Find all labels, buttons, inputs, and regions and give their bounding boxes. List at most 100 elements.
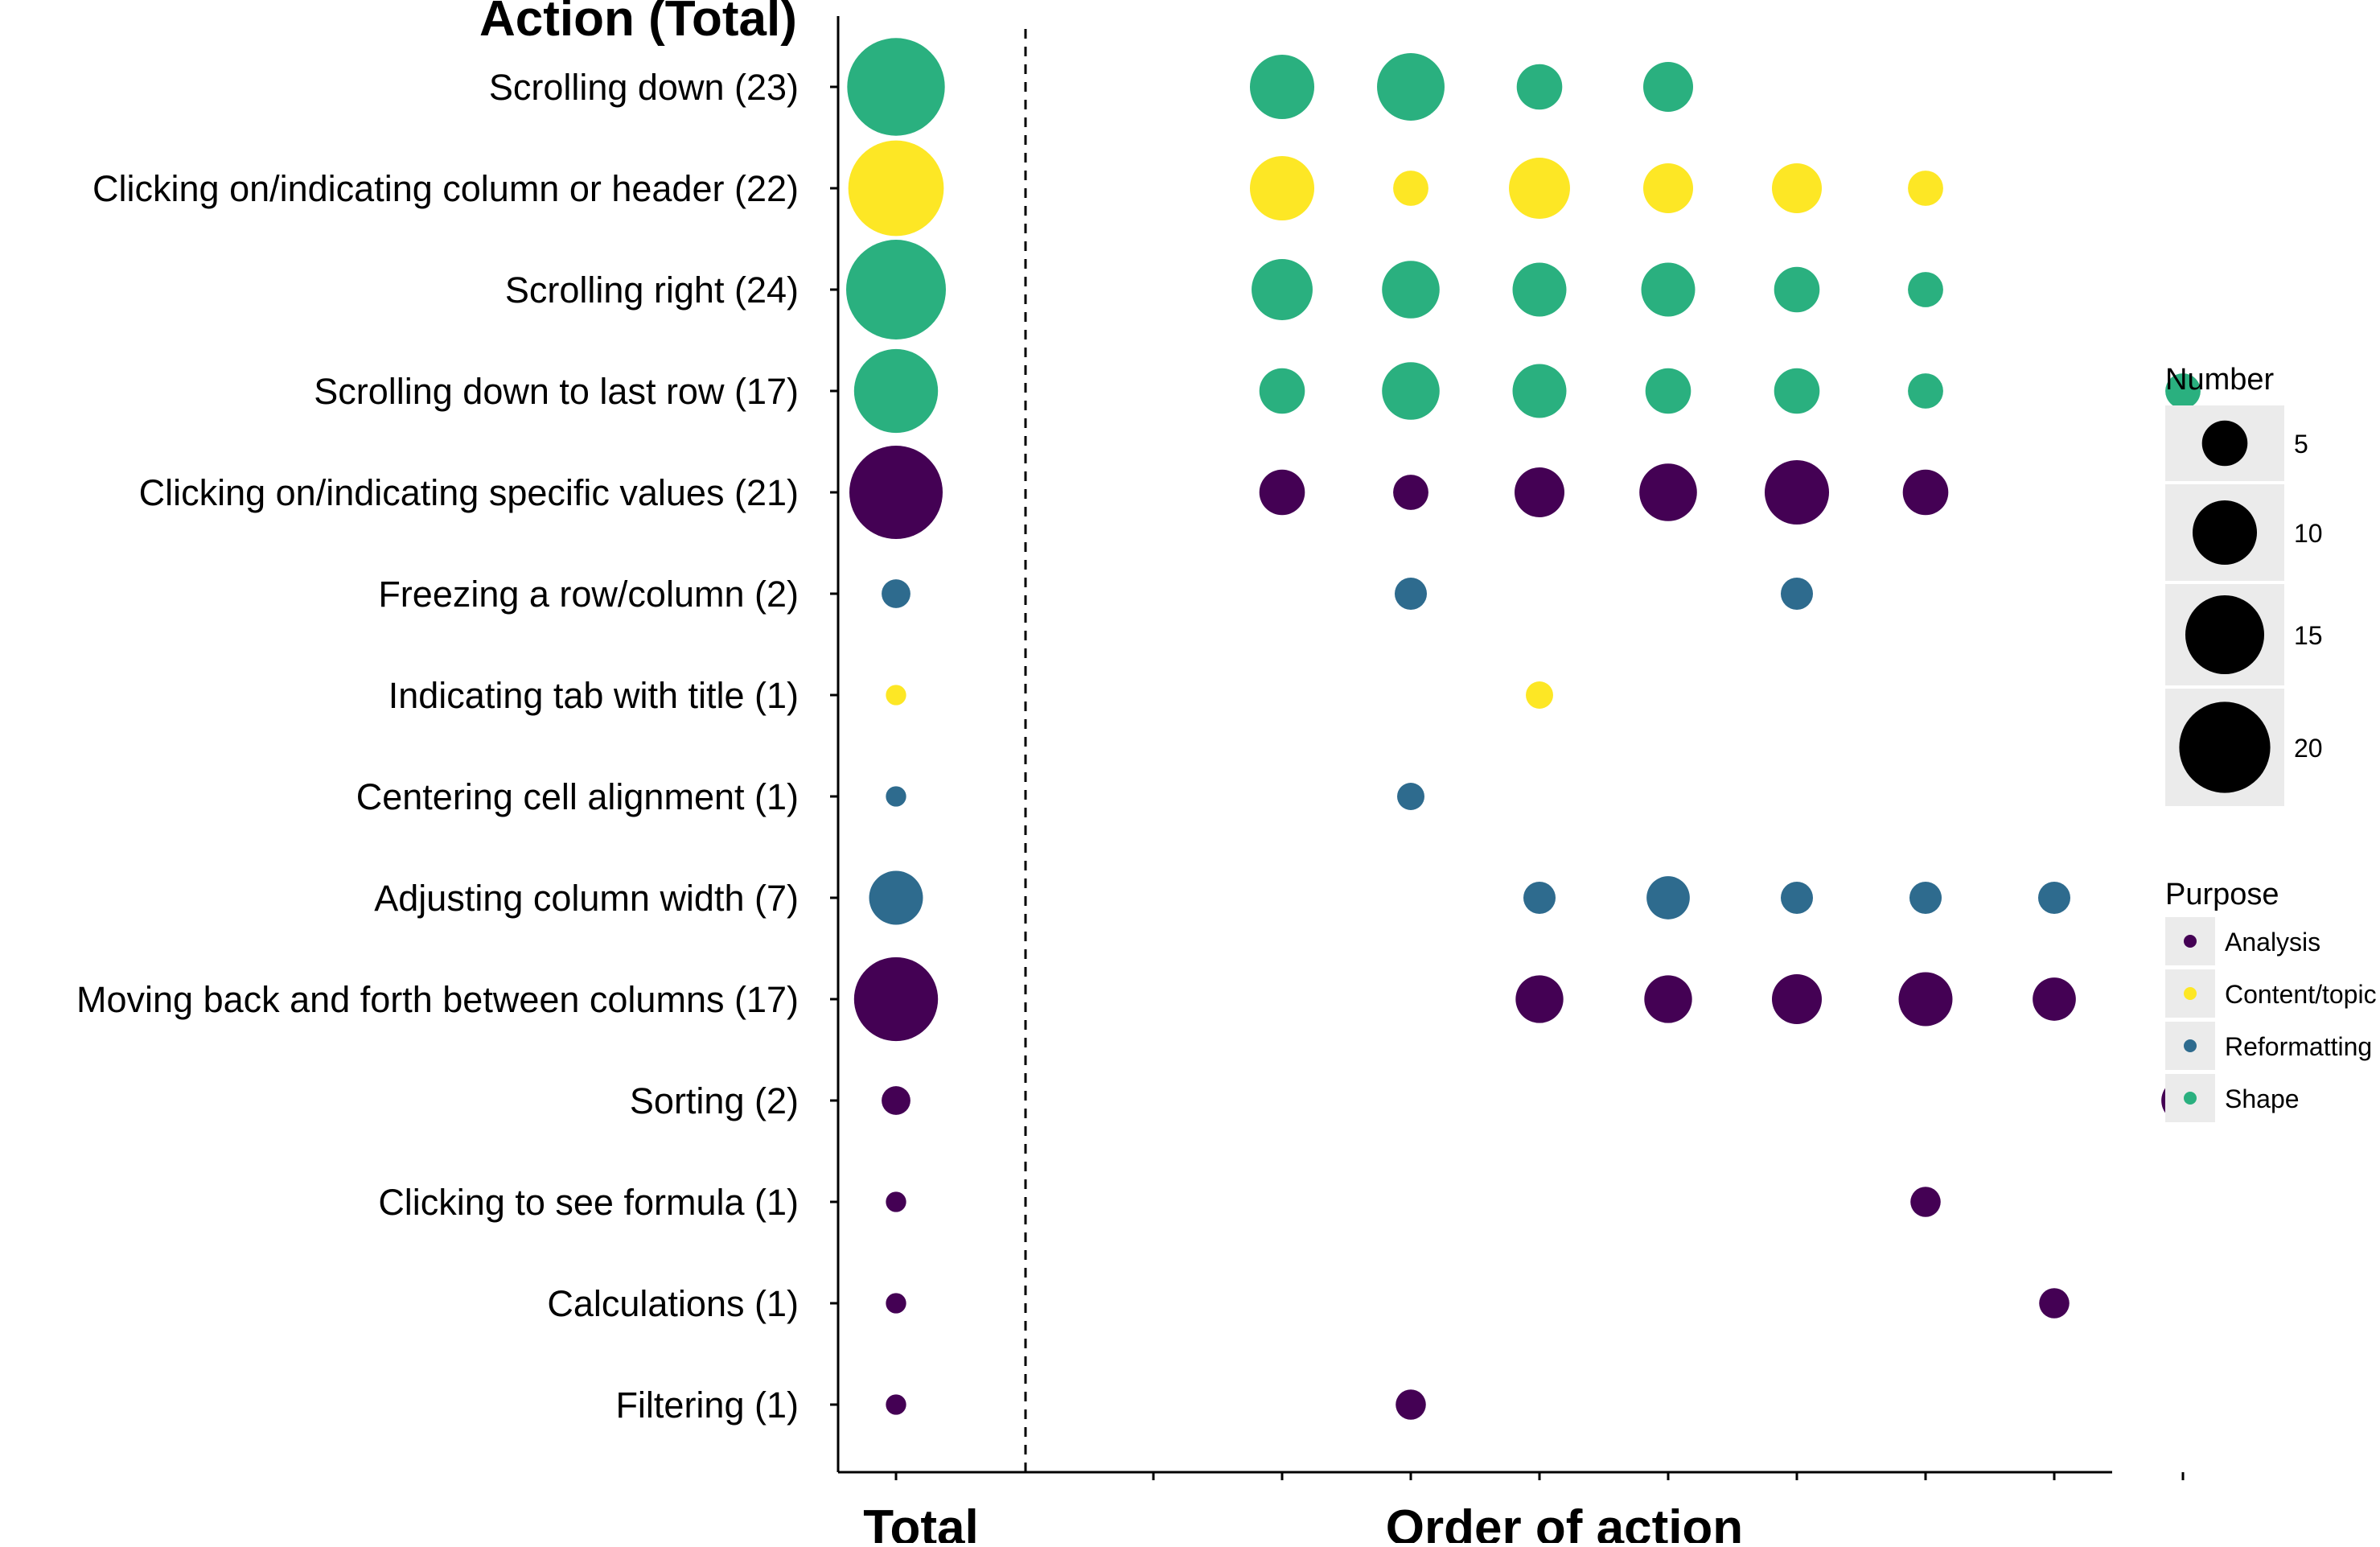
legend-purpose-label: Content/topic xyxy=(2225,980,2377,1009)
row-group: Clicking on/indicating specific values (… xyxy=(139,446,1949,539)
order-bubble xyxy=(1908,373,1943,409)
row-label: Sorting (2) xyxy=(630,1080,799,1121)
rows-layer: Scrolling down (23) Clicking on/indicatin… xyxy=(76,38,2205,1426)
order-bubble xyxy=(1393,475,1428,510)
total-bubble xyxy=(848,140,944,237)
row-label: Calculations (1) xyxy=(547,1283,799,1324)
order-bubble xyxy=(1764,459,1830,525)
order-bubble xyxy=(1396,1389,1426,1420)
legend-size-bubble xyxy=(2201,420,2248,467)
legend-purpose-label: Shape xyxy=(2225,1084,2300,1113)
legend-size-label: 15 xyxy=(2294,621,2323,650)
row-group: Scrolling down to last row (17) xyxy=(314,348,2201,434)
row-group: Clicking to see formula (1) xyxy=(378,1182,1941,1223)
axes-layer xyxy=(836,16,2185,1480)
order-bubble xyxy=(1259,368,1305,414)
order-bubble xyxy=(1644,975,1692,1023)
total-bubble xyxy=(853,957,939,1042)
order-bubble xyxy=(1772,974,1822,1024)
row-group: Clicking on/indicating column or header … xyxy=(92,140,1943,237)
legend-size-label: 5 xyxy=(2294,430,2308,459)
row-label: Scrolling right (24) xyxy=(505,269,799,311)
order-bubble xyxy=(1512,364,1567,418)
order-bubble xyxy=(1908,171,1943,206)
order-bubble xyxy=(1509,158,1570,219)
order-bubble xyxy=(2039,1288,2070,1319)
order-bubble xyxy=(1512,262,1567,317)
order-bubble xyxy=(2033,977,2076,1021)
order-bubble xyxy=(1252,259,1313,320)
total-bubble xyxy=(886,685,906,706)
order-bubble xyxy=(1772,163,1822,213)
order-bubble xyxy=(1902,469,1949,516)
row-label: Adjusting column width (7) xyxy=(374,878,799,919)
order-bubble xyxy=(1898,972,1953,1027)
order-bubble xyxy=(1774,266,1820,313)
order-bubble xyxy=(1523,881,1556,915)
order-bubble xyxy=(1641,262,1696,317)
order-bubble xyxy=(1908,272,1943,307)
order-bubble xyxy=(1393,171,1428,206)
order-bubble xyxy=(1515,467,1564,517)
row-group: Sorting (2) xyxy=(630,1079,2205,1122)
x-axis-title-order: Order of action xyxy=(1386,1500,1743,1543)
row-group: Adjusting column width (7) xyxy=(374,870,2071,925)
legend-purpose-dot xyxy=(2184,935,2197,948)
total-bubble xyxy=(886,1394,906,1415)
row-group: Scrolling right (24) xyxy=(505,240,1943,339)
total-bubble xyxy=(886,1191,906,1212)
order-bubble xyxy=(1910,1187,1941,1217)
total-bubble xyxy=(882,579,910,608)
row-label: Moving back and forth between columns (1… xyxy=(76,979,799,1020)
total-bubble xyxy=(886,786,906,807)
row-label: Filtering (1) xyxy=(615,1384,799,1426)
order-bubble xyxy=(1643,62,1693,112)
row-group: Filtering (1) xyxy=(615,1384,1426,1426)
legend-purpose-dot xyxy=(2184,987,2197,1000)
chart-title: Action (Total) xyxy=(479,0,797,47)
order-bubble xyxy=(1516,64,1563,110)
legend-purpose-dot xyxy=(2184,1039,2197,1052)
order-bubble xyxy=(1643,163,1693,213)
row-label: Freezing a row/column (2) xyxy=(378,574,799,615)
order-bubble xyxy=(1780,881,1814,915)
legend-size-label: 20 xyxy=(2294,734,2323,763)
order-bubble xyxy=(1259,469,1305,516)
total-bubble xyxy=(847,38,945,136)
order-bubble xyxy=(1394,577,1428,611)
legend-size-label: 10 xyxy=(2294,519,2323,548)
row-label: Clicking to see formula (1) xyxy=(378,1182,799,1223)
legend-size-bubble xyxy=(2185,595,2265,675)
order-bubble xyxy=(2037,881,2071,915)
order-bubble xyxy=(2165,373,2201,409)
total-bubble xyxy=(849,446,943,539)
order-bubble xyxy=(1382,261,1440,319)
total-bubble xyxy=(853,348,939,434)
order-bubble xyxy=(1377,53,1445,121)
legend-purpose-label: Analysis xyxy=(2225,928,2320,957)
row-label: Indicating tab with title (1) xyxy=(388,675,799,716)
row-group: Moving back and forth between columns (1… xyxy=(76,957,2076,1042)
legend-purpose-title: Purpose xyxy=(2165,878,2279,911)
order-bubble xyxy=(1639,463,1697,521)
row-label: Centering cell alignment (1) xyxy=(356,776,799,817)
order-bubble xyxy=(1382,362,1440,420)
row-label: Scrolling down to last row (17) xyxy=(314,371,799,412)
total-bubble xyxy=(882,1086,910,1115)
legend: Number 5 10 15 20 Purpose Analysis Content/topi… xyxy=(2165,363,2377,1122)
total-bubble xyxy=(886,1293,906,1314)
legend-purpose-label: Reformatting xyxy=(2225,1032,2372,1061)
row-group: Scrolling down (23) xyxy=(489,38,1693,136)
row-group: Freezing a row/column (2) xyxy=(378,574,1814,615)
order-bubble xyxy=(1774,368,1820,414)
order-bubble xyxy=(1249,155,1315,221)
x-axis-title-total: Total xyxy=(863,1500,979,1543)
legend-size-bubble xyxy=(2179,701,2271,793)
row-group: Calculations (1) xyxy=(547,1283,2070,1324)
order-bubble xyxy=(1646,876,1690,920)
order-bubble xyxy=(1515,975,1564,1023)
legend-size-bubble xyxy=(2192,500,2258,566)
order-bubble xyxy=(1645,368,1691,414)
